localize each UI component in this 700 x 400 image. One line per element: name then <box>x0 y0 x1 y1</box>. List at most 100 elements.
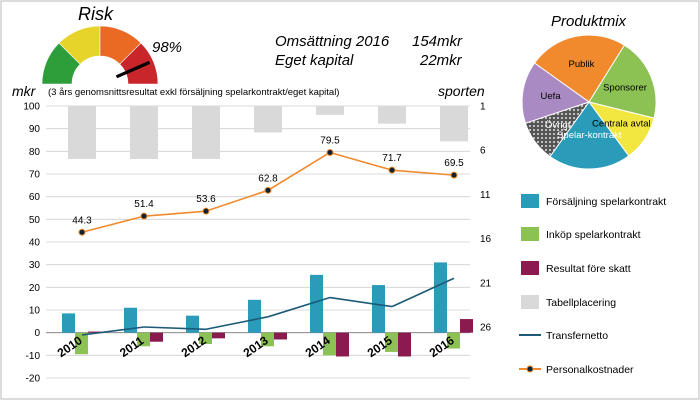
placement-bars <box>68 106 468 160</box>
purchase-bar <box>447 332 460 349</box>
y-tick-label: 80 <box>29 147 41 158</box>
gauge-needle <box>115 60 151 79</box>
y2-tick-label: 16 <box>480 234 492 245</box>
placement-bar <box>440 106 468 142</box>
result-bar <box>398 332 411 357</box>
personnel-segment <box>81 215 145 234</box>
legend-label: Transfernetto <box>546 330 608 342</box>
sales-bar <box>248 299 261 333</box>
legend-label: Resultat före skatt <box>546 263 631 275</box>
placement-bar <box>130 106 158 160</box>
sales-bar <box>372 285 385 333</box>
legend-label: Försäljning spelarkontrakt <box>546 196 666 208</box>
sales-bar <box>62 313 75 333</box>
pie-slice <box>521 62 591 124</box>
revenue-label: Omsättning 2016 <box>275 33 390 50</box>
transfer-net-segment <box>267 296 331 318</box>
legend-swatch <box>521 227 539 241</box>
pie-label: Publik <box>568 59 594 70</box>
placement-bar <box>192 106 220 160</box>
product-mix-pie: Publik Sponsorer Centrala avtalSpelar-kont… <box>521 34 657 170</box>
personnel-segment <box>143 210 207 217</box>
personnel-segment <box>329 151 393 171</box>
main-chart: 44.351.4 53.662.879.571.7 69.5 10090807060… <box>23 102 491 385</box>
y-tick-label: 20 <box>29 283 41 294</box>
pie-label: Sponsorer <box>603 82 647 93</box>
pie-label: Centrala avtal <box>592 119 651 130</box>
result-bar <box>88 331 101 333</box>
result-bar <box>336 332 349 357</box>
personnel-point <box>78 228 86 236</box>
pie-label: Spelar-kontrakt <box>557 130 622 141</box>
sales-bar <box>124 307 137 333</box>
personnel-point <box>140 212 148 220</box>
y-tick-label: 60 <box>29 192 41 203</box>
purchase-bar <box>75 332 88 355</box>
y-tick-label: 0 <box>34 328 40 339</box>
y2-tick-label: 1 <box>480 102 486 113</box>
purchase-bar <box>385 332 398 352</box>
personnel-segment <box>391 169 455 176</box>
result-bar <box>150 332 163 342</box>
y2-tick-label: 26 <box>480 323 492 334</box>
chart-note: (3 års genomsnittsresultat exkl försäljn… <box>48 87 339 98</box>
placement-bar <box>378 106 406 124</box>
result-bar <box>212 332 225 339</box>
placement-bar <box>254 106 282 133</box>
legend-label: Tabellplacering <box>546 297 616 309</box>
personnel-point <box>388 166 396 174</box>
personnel-point <box>450 171 458 179</box>
purchase-bar <box>323 332 336 356</box>
personnel-segment <box>267 151 331 192</box>
y2-tick-label: 6 <box>480 146 486 157</box>
legend: Försäljning spelarkontrakt Inköp spelarko… <box>519 194 666 376</box>
legend-label: Personalkostnader <box>546 364 634 376</box>
legend-swatch <box>521 261 539 275</box>
y-tick-label: -10 <box>26 351 41 362</box>
y2-tick-label: 21 <box>480 278 492 289</box>
purchase-bar <box>137 332 150 347</box>
y-tick-label: 30 <box>29 260 41 271</box>
transfer-net-segment <box>205 316 269 331</box>
placement-bar <box>316 106 344 115</box>
legend-swatch-marker <box>526 365 534 373</box>
transfer-net-segment <box>391 277 455 308</box>
y-tick-label: 90 <box>29 124 41 135</box>
y-tick-label: 70 <box>29 170 41 181</box>
equity-value: 22mkr <box>419 52 463 69</box>
personnel-point <box>264 186 272 194</box>
personnel-label: 53.6 <box>196 194 216 205</box>
personnel-label: 51.4 <box>134 199 154 210</box>
grid <box>46 105 470 379</box>
y-tick-label: 40 <box>29 238 41 249</box>
personnel-label: 79.5 <box>320 135 340 146</box>
y-tick-label: 50 <box>29 215 41 226</box>
gauge-red-segment <box>119 42 159 85</box>
equity-label: Eget kapital <box>275 52 354 69</box>
revenue-value: 154mkr <box>412 33 463 50</box>
sales-bar <box>310 274 323 333</box>
transfer-net-segment <box>81 326 145 336</box>
result-bar <box>460 319 473 333</box>
legend-swatch <box>521 295 539 309</box>
y2-tick-label: 11 <box>480 190 491 201</box>
purchase-bar <box>261 332 274 347</box>
personnel-segment <box>205 189 269 212</box>
result-bar <box>274 332 287 340</box>
personnel-label: 62.8 <box>258 173 278 184</box>
y-tick-label: -20 <box>26 374 41 385</box>
pie-label: Uefa <box>541 91 562 102</box>
series-lines: 44.3 51.4 53.6 62.8 79.5 71.7 69.5 <box>72 135 464 336</box>
placement-bar <box>68 106 96 160</box>
personnel-label: 71.7 <box>382 153 402 164</box>
transfer-net-segment <box>143 326 207 331</box>
personnel-point <box>202 207 210 215</box>
pie-slice <box>549 101 630 170</box>
legend-label: Inköp spelarkontrakt <box>546 229 641 241</box>
risk-value: 98% <box>152 39 182 56</box>
legend-swatch <box>521 194 539 208</box>
transfer-net-segment <box>329 296 393 308</box>
y-tick-label: 10 <box>29 306 41 317</box>
personnel-point <box>326 148 334 156</box>
